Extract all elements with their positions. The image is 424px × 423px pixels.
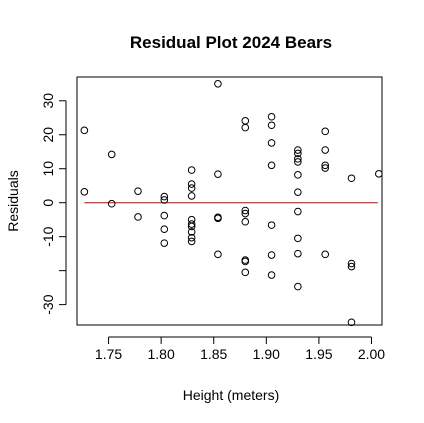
data-point	[214, 214, 222, 223]
data-point	[80, 188, 89, 196]
data-point	[160, 196, 169, 204]
y-tick-label: -30	[40, 294, 56, 314]
data-point	[187, 184, 196, 192]
data-point	[321, 127, 330, 136]
data-point	[267, 139, 276, 147]
x-tick-label: 1.80	[148, 346, 175, 362]
data-point	[107, 199, 116, 208]
data-point	[267, 121, 276, 130]
x-tick-label: 1.85	[200, 346, 227, 362]
data-point	[267, 221, 276, 229]
data-point	[321, 161, 330, 170]
data-point	[347, 259, 356, 268]
data-point	[321, 146, 330, 154]
data-point	[134, 187, 142, 195]
data-point	[241, 117, 250, 125]
x-tick-label: 1.95	[305, 346, 332, 362]
data-point	[267, 161, 276, 170]
data-point	[134, 213, 142, 221]
x-tick-label: 1.75	[95, 346, 122, 362]
data-point	[160, 192, 169, 201]
x-tick-label: 2.00	[358, 346, 385, 362]
data-point	[80, 126, 89, 135]
data-point	[347, 318, 356, 327]
y-axis: -30 -10 0 10 20 30	[40, 93, 67, 315]
data-point	[107, 150, 116, 159]
data-point	[187, 237, 196, 246]
data-point	[321, 250, 330, 259]
y-tick-label: 20	[40, 127, 56, 143]
data-point	[241, 268, 250, 277]
data-point	[267, 271, 276, 279]
data-point	[375, 170, 383, 178]
data-point	[160, 211, 169, 220]
data-point	[294, 158, 302, 166]
data-point	[294, 249, 302, 258]
y-tick-label: 30	[40, 93, 56, 109]
data-point	[160, 225, 169, 233]
data-point	[294, 188, 302, 196]
data-point	[187, 180, 196, 188]
data-point	[241, 257, 250, 266]
data-point	[241, 123, 250, 132]
y-axis-label: Residuals	[5, 170, 21, 231]
data-point	[187, 166, 196, 174]
data-point	[267, 251, 276, 259]
data-point	[294, 282, 302, 291]
x-tick-label: 1.90	[253, 346, 280, 362]
data-point	[187, 192, 196, 200]
data-point	[294, 171, 302, 179]
data-point	[294, 234, 302, 243]
y-tick-label: 0	[40, 199, 56, 207]
data-point	[187, 233, 196, 242]
data-point	[160, 239, 169, 247]
data-point	[321, 164, 330, 172]
data-point	[187, 228, 196, 236]
x-axis: 1.75 1.80 1.85 1.90 1.95 2.00	[95, 336, 385, 362]
data-point	[294, 149, 302, 158]
plot-frame	[76, 76, 383, 326]
data-points	[80, 79, 383, 327]
chart-title: Residual Plot 2024 Bears	[130, 33, 332, 52]
data-point	[214, 170, 222, 178]
data-point	[187, 222, 196, 231]
data-point	[214, 250, 222, 259]
data-point	[347, 174, 356, 183]
data-point	[347, 262, 356, 271]
data-point	[187, 220, 196, 228]
data-point	[241, 206, 250, 215]
data-point	[267, 112, 276, 121]
data-point	[294, 207, 302, 216]
data-point	[294, 146, 302, 154]
x-axis-label: Height (meters)	[183, 387, 279, 403]
data-point	[294, 155, 302, 163]
data-point	[241, 217, 250, 226]
data-point	[241, 209, 250, 218]
y-tick-label: -10	[40, 226, 56, 246]
data-point	[214, 79, 222, 88]
y-tick-label: 10	[40, 161, 56, 177]
